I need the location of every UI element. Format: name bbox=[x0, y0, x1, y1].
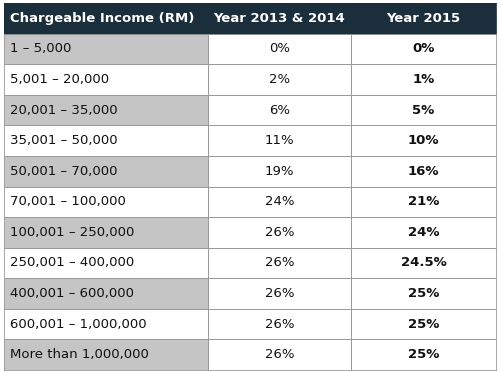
Bar bbox=[4, 34, 208, 64]
Text: 11%: 11% bbox=[264, 134, 294, 147]
Text: 250,001 – 400,000: 250,001 – 400,000 bbox=[10, 257, 134, 269]
Text: 26%: 26% bbox=[265, 257, 294, 269]
Bar bbox=[208, 64, 351, 95]
Text: 600,001 – 1,000,000: 600,001 – 1,000,000 bbox=[10, 318, 146, 330]
Bar bbox=[4, 3, 208, 34]
Bar bbox=[351, 186, 496, 217]
Text: 0%: 0% bbox=[412, 43, 434, 55]
Text: More than 1,000,000: More than 1,000,000 bbox=[10, 348, 149, 361]
Text: 16%: 16% bbox=[408, 165, 439, 178]
Bar bbox=[4, 125, 208, 156]
Bar bbox=[351, 248, 496, 278]
Bar bbox=[208, 278, 351, 309]
Text: 1%: 1% bbox=[412, 73, 434, 86]
Text: 19%: 19% bbox=[265, 165, 294, 178]
Text: 24%: 24% bbox=[265, 195, 294, 208]
Bar bbox=[4, 217, 208, 248]
Text: 26%: 26% bbox=[265, 318, 294, 330]
Text: 24%: 24% bbox=[408, 226, 439, 239]
Text: 5%: 5% bbox=[412, 104, 434, 116]
Bar bbox=[351, 339, 496, 370]
Bar bbox=[4, 278, 208, 309]
Text: 6%: 6% bbox=[269, 104, 290, 116]
Bar bbox=[208, 3, 351, 34]
Bar bbox=[208, 95, 351, 125]
Bar bbox=[208, 339, 351, 370]
Text: Chargeable Income (RM): Chargeable Income (RM) bbox=[10, 12, 194, 25]
Bar bbox=[208, 125, 351, 156]
Bar bbox=[351, 156, 496, 186]
Text: 10%: 10% bbox=[408, 134, 439, 147]
Bar bbox=[4, 248, 208, 278]
Bar bbox=[4, 95, 208, 125]
Bar bbox=[4, 156, 208, 186]
Bar bbox=[351, 125, 496, 156]
Text: 21%: 21% bbox=[408, 195, 439, 208]
Bar bbox=[351, 3, 496, 34]
Bar bbox=[351, 64, 496, 95]
Text: 25%: 25% bbox=[408, 287, 439, 300]
Text: Year 2013 & 2014: Year 2013 & 2014 bbox=[214, 12, 346, 25]
Text: 35,001 – 50,000: 35,001 – 50,000 bbox=[10, 134, 118, 147]
Text: 2%: 2% bbox=[269, 73, 290, 86]
Text: 26%: 26% bbox=[265, 287, 294, 300]
Text: 70,001 – 100,000: 70,001 – 100,000 bbox=[10, 195, 126, 208]
Text: 50,001 – 70,000: 50,001 – 70,000 bbox=[10, 165, 118, 178]
Bar bbox=[4, 64, 208, 95]
Text: 1 – 5,000: 1 – 5,000 bbox=[10, 43, 72, 55]
Bar bbox=[351, 34, 496, 64]
Text: 5,001 – 20,000: 5,001 – 20,000 bbox=[10, 73, 109, 86]
Text: 100,001 – 250,000: 100,001 – 250,000 bbox=[10, 226, 134, 239]
Bar bbox=[208, 217, 351, 248]
Bar bbox=[351, 309, 496, 339]
Bar bbox=[351, 95, 496, 125]
Bar bbox=[4, 309, 208, 339]
Bar bbox=[208, 309, 351, 339]
Text: 400,001 – 600,000: 400,001 – 600,000 bbox=[10, 287, 134, 300]
Bar bbox=[351, 278, 496, 309]
Bar bbox=[208, 186, 351, 217]
Text: 25%: 25% bbox=[408, 318, 439, 330]
Text: 26%: 26% bbox=[265, 226, 294, 239]
Bar bbox=[4, 186, 208, 217]
Text: 26%: 26% bbox=[265, 348, 294, 361]
Text: Year 2015: Year 2015 bbox=[386, 12, 460, 25]
Bar bbox=[208, 248, 351, 278]
Bar bbox=[208, 156, 351, 186]
Text: 24.5%: 24.5% bbox=[400, 257, 446, 269]
Text: 20,001 – 35,000: 20,001 – 35,000 bbox=[10, 104, 118, 116]
Bar bbox=[4, 339, 208, 370]
Bar bbox=[208, 34, 351, 64]
Text: 25%: 25% bbox=[408, 348, 439, 361]
Text: 0%: 0% bbox=[269, 43, 290, 55]
Bar bbox=[351, 217, 496, 248]
